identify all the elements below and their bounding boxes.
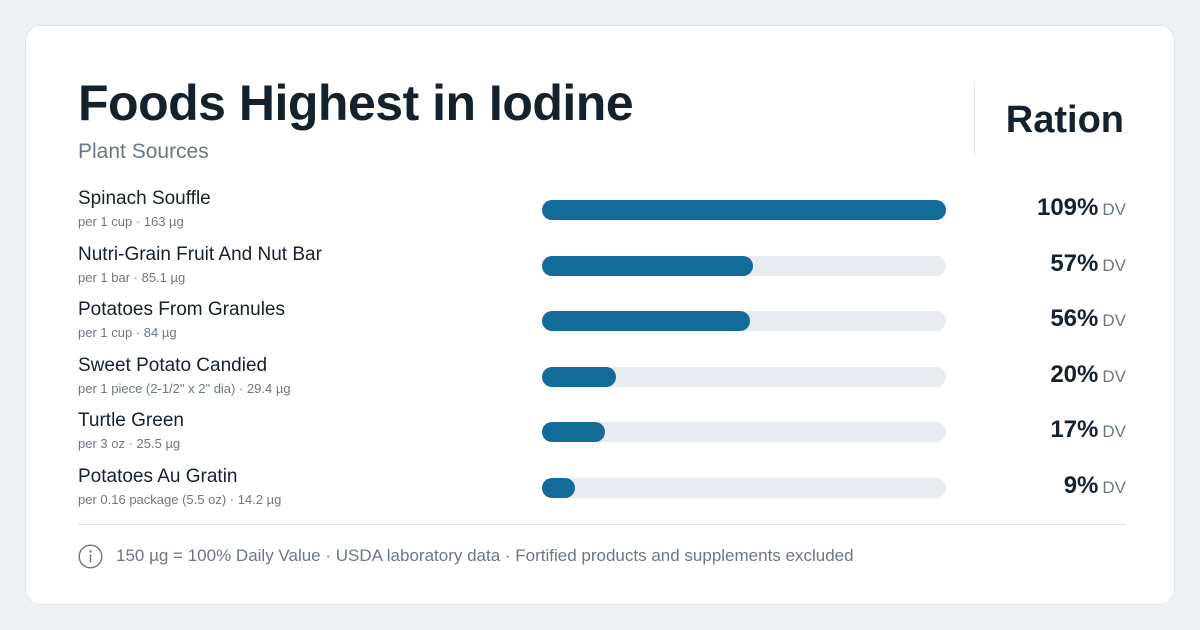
value-label: 109% DV xyxy=(1037,194,1126,222)
bar xyxy=(542,422,605,442)
header-divider xyxy=(974,83,975,155)
bar-track xyxy=(542,422,946,442)
bar-row: Potatoes Au Gratin per 0.16 package (5.5 … xyxy=(26,466,1176,516)
dv-unit: DV xyxy=(1102,311,1126,330)
page-subtitle: Plant Sources xyxy=(78,140,209,163)
bar-row: Sweet Potato Candied per 1 piece (2-1/2" … xyxy=(26,355,1176,405)
bar-track xyxy=(542,311,946,331)
serving-detail: per 1 bar · 85.1 µg xyxy=(78,269,186,285)
bar-row: Spinach Souffle per 1 cup · 163 µg 109% DV xyxy=(26,188,1176,238)
bar xyxy=(542,255,754,276)
value-label: 56% DV xyxy=(1050,305,1126,333)
footer-divider xyxy=(78,524,1126,525)
dv-unit: DV xyxy=(1102,366,1126,386)
bar-row: Nutri-Grain Fruit And Nut Bar per 1 bar ·… xyxy=(26,244,1176,294)
percent-value: 57% xyxy=(1050,249,1099,277)
percent-value: 56% xyxy=(1050,305,1099,332)
percent-value: 109% xyxy=(1036,194,1099,221)
value-label: 20% DV xyxy=(1050,361,1126,389)
dv-unit: DV xyxy=(1102,255,1126,275)
bar-row: Potatoes From Granules per 1 cup · 84 µg 5… xyxy=(26,299,1176,349)
dv-unit: DV xyxy=(1102,477,1126,497)
dv-unit: DV xyxy=(1102,200,1126,219)
bar-track xyxy=(542,255,946,276)
percent-value: 20% xyxy=(1050,360,1099,388)
bar xyxy=(542,477,576,498)
value-label: 57% DV xyxy=(1050,250,1126,278)
food-name: Sweet Potato Candied xyxy=(78,354,268,376)
value-label: 9% DV xyxy=(1064,472,1126,500)
food-name: Potatoes From Granules xyxy=(78,299,285,320)
bar-row: Turtle Green per 3 oz · 25.5 µg 17% DV xyxy=(26,410,1176,460)
food-name: Potatoes Au Gratin xyxy=(78,465,238,487)
serving-detail: per 1 cup · 84 µg xyxy=(78,325,177,340)
food-name: Nutri-Grain Fruit And Nut Bar xyxy=(78,243,322,265)
chart-card: Foods Highest in Iodine Plant Sources Ra… xyxy=(25,25,1175,605)
serving-detail: per 1 cup · 163 µg xyxy=(78,214,184,229)
brand-logo: Ration xyxy=(1005,99,1124,141)
footnote: 150 µg = 100% Daily Value · USDA laborat… xyxy=(116,546,854,565)
percent-value: 9% xyxy=(1063,471,1099,499)
bar xyxy=(542,200,946,220)
bar-track xyxy=(542,366,946,387)
percent-value: 17% xyxy=(1050,416,1099,443)
serving-detail: per 0.16 package (5.5 oz) · 14.2 µg xyxy=(78,491,282,507)
bar-track xyxy=(542,200,946,220)
serving-detail: per 1 piece (2-1/2" x 2" dia) · 29.4 µg xyxy=(78,380,291,396)
food-name: Spinach Souffle xyxy=(78,188,211,209)
food-name: Turtle Green xyxy=(78,410,184,431)
dv-unit: DV xyxy=(1102,422,1126,441)
page-title: Foods Highest in Iodine xyxy=(78,75,634,131)
bar-track xyxy=(542,477,946,498)
bar xyxy=(542,311,750,331)
serving-detail: per 3 oz · 25.5 µg xyxy=(78,436,181,451)
info-icon xyxy=(78,544,103,569)
bar xyxy=(542,366,617,387)
value-label: 17% DV xyxy=(1050,416,1126,444)
